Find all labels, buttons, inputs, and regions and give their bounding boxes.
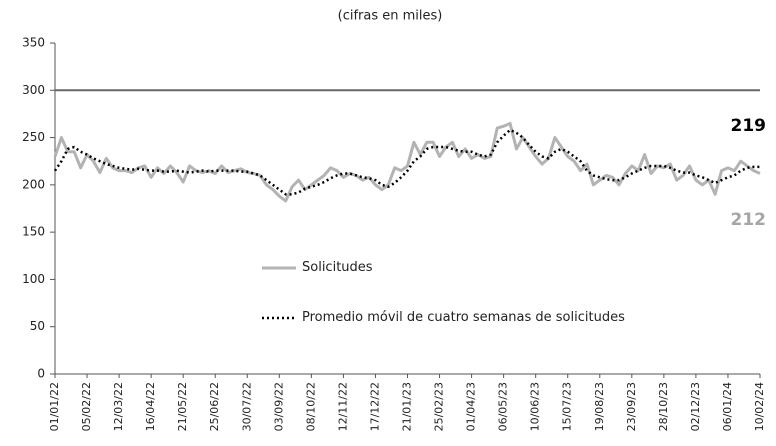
annotation: 212 bbox=[731, 210, 767, 230]
legend-entry: Promedio móvil de cuatro semanas de soli… bbox=[302, 310, 625, 325]
x-tick-label: 19/08/23 bbox=[593, 382, 606, 431]
x-tick-label: 08/10/22 bbox=[304, 382, 317, 431]
x-tick-label: 10/06/23 bbox=[529, 382, 542, 431]
series-line bbox=[53, 121, 761, 203]
x-tick-label: 12/11/22 bbox=[336, 382, 349, 431]
x-tick-label: 06/01/24 bbox=[721, 382, 734, 431]
x-tick-label: 17/12/22 bbox=[368, 382, 381, 431]
x-tick-label: 05/02/22 bbox=[80, 382, 93, 431]
y-tick-label: 350 bbox=[22, 36, 45, 50]
x-tick-label: 06/05/23 bbox=[497, 382, 510, 431]
x-tick-label: 15/07/23 bbox=[561, 382, 574, 431]
x-tick-label: 12/03/22 bbox=[112, 382, 125, 431]
legend-label: Promedio móvil de cuatro semanas de soli… bbox=[302, 310, 625, 325]
y-tick-label: 100 bbox=[22, 272, 45, 286]
y-tick-label: 250 bbox=[22, 130, 45, 144]
x-tick-label: 03/09/22 bbox=[272, 382, 285, 431]
y-tick-label: 0 bbox=[37, 367, 45, 381]
x-tick-label: 02/12/23 bbox=[689, 382, 702, 431]
legend-entry: Solicitudes bbox=[302, 260, 373, 275]
x-tick-label: 10/02/24 bbox=[753, 382, 766, 431]
x-tick-label: 23/09/23 bbox=[625, 382, 638, 431]
series-line bbox=[53, 128, 760, 196]
x-tick-label: 21/05/22 bbox=[176, 382, 189, 431]
x-tick-label: 25/06/22 bbox=[208, 382, 221, 431]
x-tick-label: 16/04/22 bbox=[144, 382, 157, 431]
y-tick-label: 300 bbox=[22, 83, 45, 97]
x-tick-label: 01/01/22 bbox=[48, 382, 61, 431]
x-tick-label: 30/07/22 bbox=[240, 382, 253, 431]
annotation: 219 bbox=[731, 116, 767, 136]
y-tick-label: 50 bbox=[30, 319, 45, 333]
x-tick-label: 01/04/23 bbox=[465, 382, 478, 431]
y-tick-label: 200 bbox=[22, 177, 45, 191]
x-tick-label: 28/10/23 bbox=[657, 382, 670, 431]
x-tick-label: 21/01/23 bbox=[401, 382, 414, 431]
x-tick-label: 25/02/23 bbox=[433, 382, 446, 431]
legend-label: Solicitudes bbox=[302, 260, 373, 275]
y-tick-label: 150 bbox=[22, 225, 45, 239]
chart-subtitle: (cifras en miles) bbox=[338, 9, 443, 24]
